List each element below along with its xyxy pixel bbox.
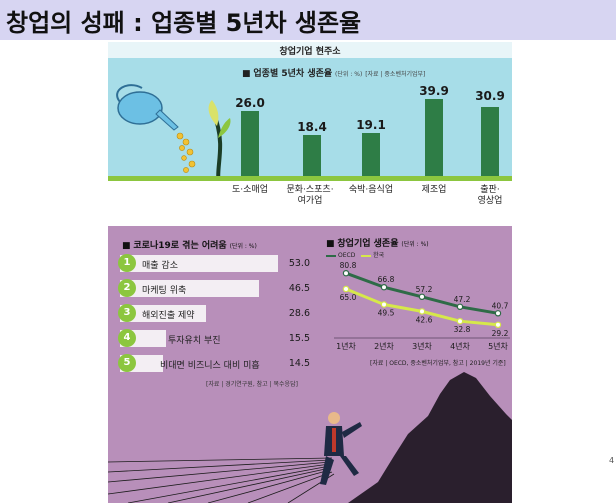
top-bar-value-4: 39.9 bbox=[419, 84, 449, 98]
left-chart-title-text: 코로나19로 겪는 어려움 bbox=[133, 241, 227, 251]
slide-title: 창업의 성패 : 업종별 5년차 생존율 bbox=[6, 9, 362, 37]
top-bar-value-3: 19.1 bbox=[356, 118, 386, 132]
infographic: 창업기업 현주소 ■ 업종별 5년차 생존율 (단위 : %) [자료 | 중소… bbox=[108, 42, 512, 503]
left-chart-source: [자료 | 경기연구원, 참고 | 복수응답] bbox=[206, 381, 298, 388]
point-1-4 bbox=[494, 321, 502, 328]
cliff-icon bbox=[348, 372, 512, 503]
x-tick-0: 1년차 bbox=[336, 341, 356, 351]
top-category-5: 출판· 영상업 bbox=[477, 185, 503, 206]
top-chart-title: ■ 업종별 5년차 생존율 (단위 : %) [자료 | 중소벤처기업부] bbox=[242, 66, 425, 79]
top-category-3: 숙박·음식업 bbox=[348, 185, 394, 195]
difficulty-bar-1 bbox=[120, 255, 278, 272]
right-chart-title: ■ 창업기업 생존율 (단위 : %) bbox=[326, 236, 429, 249]
ground-band bbox=[108, 176, 512, 181]
top-bar-value-2: 18.4 bbox=[297, 120, 327, 134]
difficulty-bar-2 bbox=[120, 280, 259, 297]
difficulty-value-2: 46.5 bbox=[288, 283, 310, 294]
infographic-header: 창업기업 현주소 bbox=[279, 47, 341, 57]
top-bar-5 bbox=[481, 107, 499, 178]
difficulty-bar-3 bbox=[120, 305, 206, 322]
legend-label-oecd: OECD bbox=[338, 252, 356, 259]
point-1-1 bbox=[380, 301, 388, 308]
point-label-0-1: 66.8 bbox=[378, 275, 395, 284]
top-bar-4 bbox=[425, 99, 443, 178]
rank-badge-5: 5 bbox=[118, 354, 136, 372]
point-label-1-1: 49.5 bbox=[378, 309, 395, 318]
header-strip: 창업기업 현주소 bbox=[108, 42, 512, 58]
legend-label-korea: 한국 bbox=[373, 252, 385, 259]
top-chart-source: [자료 | 중소벤처기업부] bbox=[365, 71, 426, 78]
survival-line-chart: 80.8 66.8 57.2 47.2 40.7 65.0 49.5 42.6 32.8 29.2… bbox=[334, 261, 510, 351]
difficulty-label-3: 해외진출 제약 bbox=[142, 311, 195, 321]
difficulty-value-3: 28.6 bbox=[288, 308, 310, 319]
top-chart-unit: (단위 : %) bbox=[335, 71, 363, 78]
point-label-0-4: 40.7 bbox=[492, 301, 509, 310]
top-category-1: 도·소매업 bbox=[232, 185, 268, 195]
point-0-2 bbox=[418, 293, 426, 300]
point-label-0-0: 80.8 bbox=[340, 261, 357, 270]
rank-badge-3: 3 bbox=[118, 304, 136, 322]
title-bullet: ■ bbox=[326, 239, 335, 249]
top-chart-title-text: 업종별 5년차 생존율 bbox=[253, 69, 333, 79]
point-label-1-2: 42.6 bbox=[416, 315, 433, 324]
climber-illustration bbox=[108, 372, 512, 503]
top-category-4: 제조업 bbox=[421, 185, 447, 195]
title-bullet: ■ bbox=[122, 241, 131, 251]
right-chart-source: [자료 | OECD, 중소벤처기업부, 참고 | 2019년 기준] bbox=[370, 360, 506, 367]
coin-stream-icon bbox=[176, 132, 196, 173]
difficulty-label-5: 비대면 비즈니스 대비 미흡 bbox=[160, 361, 260, 371]
climber-icon bbox=[320, 412, 362, 485]
category-strip bbox=[108, 179, 512, 226]
top-bar-value-5: 30.9 bbox=[475, 89, 505, 103]
difficulty-value-5: 14.5 bbox=[288, 358, 310, 369]
point-0-0 bbox=[342, 269, 350, 277]
point-label-0-3: 47.2 bbox=[454, 295, 471, 304]
rank-badge-2: 2 bbox=[118, 279, 136, 297]
page-marker: 4 bbox=[609, 456, 615, 465]
right-chart-unit: (단위 : %) bbox=[401, 241, 429, 248]
top-bar-1 bbox=[241, 111, 259, 178]
title-bullet: ■ bbox=[242, 69, 251, 79]
top-category-2: 문화·스포츠· 여가업 bbox=[286, 185, 334, 206]
difficulty-label-1: 매출 감소 bbox=[142, 261, 178, 271]
legend-swatch-oecd bbox=[326, 254, 336, 257]
right-chart-title-text: 창업기업 생존율 bbox=[337, 239, 399, 249]
point-0-4 bbox=[494, 310, 502, 317]
point-label-0-2: 57.2 bbox=[416, 285, 433, 294]
point-0-1 bbox=[380, 283, 388, 291]
legend-swatch-korea bbox=[361, 254, 372, 257]
point-label-1-0: 65.0 bbox=[340, 293, 357, 302]
x-tick-3: 4년차 bbox=[450, 341, 470, 351]
top-bar-3 bbox=[362, 133, 380, 178]
top-bar-2 bbox=[303, 135, 321, 178]
point-1-3 bbox=[456, 318, 464, 325]
point-1-2 bbox=[418, 308, 426, 315]
right-chart-legend: OECD 한국 bbox=[326, 250, 384, 259]
point-0-3 bbox=[456, 303, 464, 310]
rank-badge-4: 4 bbox=[118, 329, 136, 347]
rope-lines-icon bbox=[108, 457, 335, 503]
point-label-1-4: 29.2 bbox=[492, 329, 509, 338]
top-bar-value-1: 26.0 bbox=[235, 96, 265, 110]
difficulty-value-1: 53.0 bbox=[288, 258, 310, 269]
title-bar: 창업의 성패 : 업종별 5년차 생존율 bbox=[0, 0, 616, 40]
point-label-1-3: 32.8 bbox=[454, 325, 471, 334]
rank-badge-1: 1 bbox=[118, 254, 136, 272]
x-tick-4: 5년차 bbox=[488, 341, 508, 351]
difficulty-label-2: 마케팅 위축 bbox=[142, 286, 187, 296]
watering-can-icon bbox=[116, 84, 179, 131]
difficulty-label-4: 투자유치 부진 bbox=[168, 336, 221, 346]
left-chart-unit: (단위 : %) bbox=[229, 243, 257, 250]
watering-can-illustration bbox=[116, 84, 234, 190]
x-tick-1: 2년차 bbox=[374, 341, 394, 351]
x-tick-2: 3년차 bbox=[412, 341, 432, 351]
left-chart-title: ■ 코로나19로 겪는 어려움 (단위 : %) bbox=[122, 238, 257, 251]
difficulty-value-4: 15.5 bbox=[288, 333, 310, 344]
point-1-0 bbox=[342, 285, 350, 293]
